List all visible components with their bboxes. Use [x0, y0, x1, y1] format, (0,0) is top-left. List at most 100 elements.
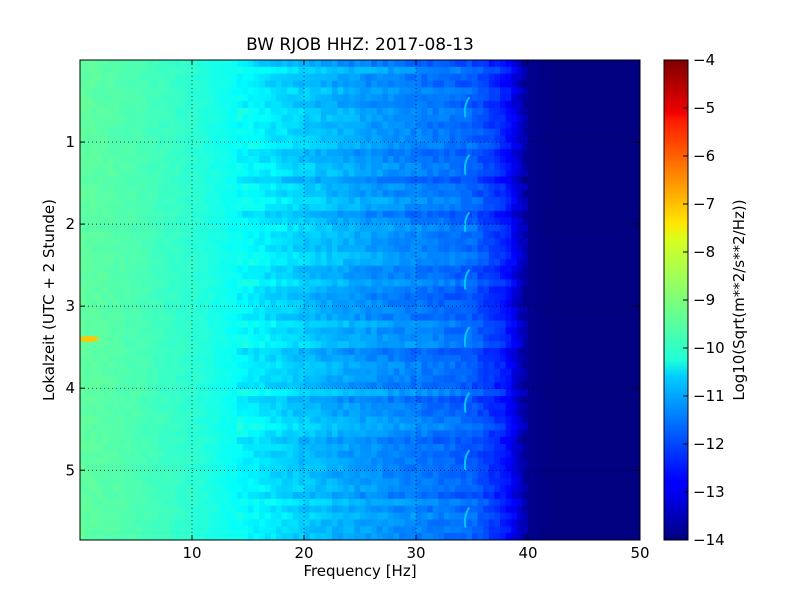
heatmap-cell [460, 300, 467, 308]
heatmap-cell [309, 66, 316, 75]
heatmap-cell [505, 279, 512, 287]
heatmap-cell [455, 293, 462, 301]
heatmap-cell [337, 197, 344, 205]
heatmap-cell [164, 197, 171, 205]
heatmap-cell [360, 162, 367, 171]
heatmap-cell [561, 149, 568, 157]
heatmap-cell [236, 121, 243, 130]
heatmap-cell [550, 252, 557, 260]
heatmap-cell [315, 252, 322, 260]
heatmap-cell [494, 169, 501, 178]
heatmap-cell [382, 149, 389, 157]
heatmap-cell [315, 258, 322, 267]
heatmap-cell [175, 382, 182, 390]
heatmap-cell [634, 252, 640, 260]
heatmap-cell [175, 224, 182, 233]
heatmap-cell [253, 210, 260, 219]
heatmap-cell [225, 60, 232, 68]
heatmap-cell [85, 128, 92, 137]
heatmap-cell [393, 361, 400, 370]
heatmap-cell [399, 300, 406, 308]
heatmap-cell [460, 341, 467, 349]
heatmap-cell [354, 396, 361, 404]
heatmap-cell [595, 204, 602, 212]
heatmap-cell [309, 341, 316, 349]
heatmap-cell [315, 204, 322, 212]
heatmap-cell [606, 224, 613, 233]
heatmap-cell [567, 361, 574, 370]
heatmap-cell [102, 60, 109, 68]
heatmap-cell [169, 128, 176, 137]
heatmap-cell [600, 87, 607, 95]
heatmap-cell [438, 210, 445, 219]
heatmap-cell [292, 327, 299, 335]
heatmap-cell [320, 142, 327, 150]
heatmap-cell [343, 320, 350, 329]
heatmap-cell [404, 73, 411, 82]
heatmap-cell [180, 300, 187, 308]
heatmap-cell [192, 190, 199, 198]
heatmap-cell [354, 279, 361, 287]
heatmap-cell [505, 101, 512, 109]
heatmap-cell [253, 190, 260, 198]
heatmap-cell [455, 252, 462, 260]
heatmap-cell [348, 279, 355, 287]
heatmap-cell [208, 334, 215, 342]
heatmap-cell [354, 341, 361, 349]
heatmap-cell [416, 176, 423, 185]
heatmap-cell [259, 128, 266, 137]
heatmap-cell [539, 210, 546, 219]
heatmap-cell [410, 142, 417, 150]
heatmap-cell [617, 354, 624, 363]
heatmap-cell [180, 190, 187, 198]
heatmap-cell [270, 313, 277, 322]
heatmap-cell [516, 272, 523, 281]
heatmap-cell [460, 135, 467, 143]
heatmap-cell [304, 306, 311, 315]
heatmap-cell [444, 224, 451, 233]
heatmap-cell [214, 334, 221, 342]
heatmap-cell [281, 94, 288, 102]
heatmap-cell [595, 375, 602, 383]
heatmap-cell [533, 108, 540, 116]
heatmap-cell [220, 389, 227, 397]
heatmap-cell [438, 320, 445, 329]
heatmap-cell [113, 156, 120, 164]
heatmap-cell [264, 73, 271, 82]
heatmap-cell [421, 128, 428, 137]
heatmap-cell [130, 286, 137, 294]
heatmap-cell [404, 361, 411, 370]
heatmap-cell [578, 197, 585, 205]
heatmap-cell [449, 135, 456, 143]
heatmap-cell [276, 258, 283, 267]
heatmap-cell [606, 108, 613, 116]
heatmap-cell [533, 368, 540, 377]
heatmap-cell [102, 334, 109, 342]
heatmap-cell [259, 142, 266, 150]
heatmap-cell [158, 293, 165, 301]
heatmap-cell [511, 197, 518, 205]
heatmap-cell [208, 101, 215, 109]
heatmap-cell [511, 334, 518, 342]
heatmap-cell [483, 190, 490, 198]
heatmap-cell [253, 320, 260, 329]
heatmap-cell [192, 135, 199, 143]
heatmap-cell [382, 293, 389, 301]
heatmap-cell [147, 382, 154, 390]
heatmap-cell [550, 313, 557, 322]
heatmap-cell [242, 87, 249, 95]
heatmap-cell [231, 238, 238, 246]
heatmap-cell [270, 108, 277, 116]
heatmap-cell [567, 272, 574, 281]
heatmap-cell [164, 279, 171, 287]
heatmap-cell [315, 114, 322, 123]
heatmap-cell [533, 217, 540, 226]
heatmap-cell [186, 162, 193, 171]
heatmap-cell [320, 210, 327, 219]
heatmap-cell [388, 313, 395, 322]
heatmap-cell [225, 327, 232, 335]
heatmap-cell [186, 87, 193, 95]
heatmap-cell [147, 252, 154, 260]
heatmap-cell [287, 327, 294, 335]
heatmap-cell [606, 190, 613, 198]
